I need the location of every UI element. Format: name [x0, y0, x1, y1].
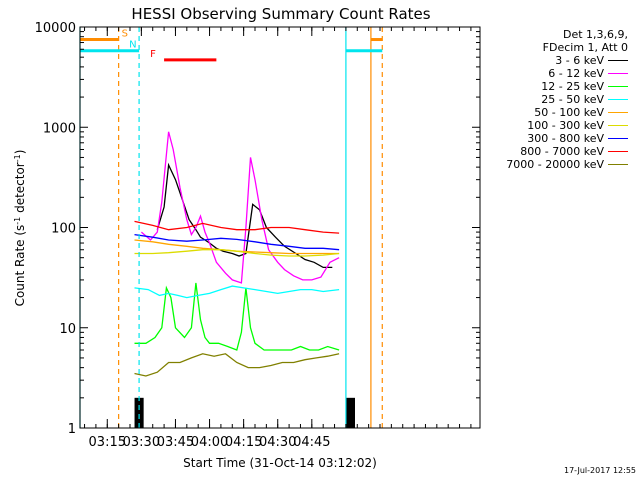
legend-entry: 6 - 12 keV [476, 67, 632, 80]
legend-swatch [608, 86, 628, 87]
legend-swatch [608, 112, 628, 113]
plot-area: SNF11010010001000003:1503:3003:4504:0004… [35, 21, 481, 450]
legend-entry: 100 - 300 keV [476, 119, 632, 132]
series-line [134, 233, 340, 251]
legend-entry-label: 6 - 12 keV [548, 67, 604, 80]
legend-entry-label: 800 - 7000 keV [520, 145, 604, 158]
y-axis-title: Count Rate (s-1 detector-1) [13, 150, 28, 307]
series-line [134, 220, 340, 234]
y-axis-title-part: -1 [13, 217, 22, 225]
y-tick-label: 10 [59, 322, 76, 337]
legend-swatch [608, 73, 628, 74]
legend-swatch [608, 151, 628, 152]
series-line [134, 282, 340, 351]
x-tick-label: 04:00 [191, 435, 228, 450]
legend-entry-label: 7000 - 20000 keV [506, 158, 604, 171]
legend-swatch [608, 60, 628, 61]
x-tick-label: 03:15 [89, 435, 126, 450]
series-line [134, 249, 340, 257]
legend-entry-label: 3 - 6 keV [555, 54, 604, 67]
legend-entry-label: 300 - 800 keV [527, 132, 604, 145]
legend-swatch [608, 138, 628, 139]
attenuator-block [345, 397, 355, 428]
legend-entry-label: 100 - 300 keV [527, 119, 604, 132]
series-line [134, 353, 340, 377]
x-tick-label: 03:45 [157, 435, 194, 450]
legend-entry: 300 - 800 keV [476, 132, 632, 145]
y-tick-label: 100 [51, 222, 76, 237]
legend-entry: 12 - 25 keV [476, 80, 632, 93]
legend-swatch [608, 99, 628, 100]
y-axis-title-part: Count Rate (s [13, 225, 27, 307]
legend-header-line-1: Det 1,3,6,9, [562, 28, 628, 41]
legend-entry-label: 12 - 25 keV [541, 80, 604, 93]
flag-band-label: S [122, 29, 128, 40]
legend-entry: 7000 - 20000 keV [476, 158, 632, 171]
flag-band-label: F [150, 49, 156, 60]
legend-entry-label: 25 - 50 keV [541, 93, 604, 106]
legend: Det 1,3,6,9, FDecim 1, Att 0 3 - 6 keV 6 … [476, 28, 632, 171]
x-axis-title: Start Time (31-Oct-14 03:12:02) [183, 456, 377, 470]
legend-entry: 800 - 7000 keV [476, 145, 632, 158]
y-tick-label: 10000 [35, 21, 76, 36]
x-tick-label: 04:45 [293, 435, 330, 450]
timestamp: 17-Jul-2017 12:55 [563, 466, 636, 475]
legend-entry: 3 - 6 keV [476, 54, 632, 67]
legend-entry: 25 - 50 keV [476, 93, 632, 106]
x-tick-label: 04:15 [225, 435, 262, 450]
legend-entry: 50 - 100 keV [476, 106, 632, 119]
y-tick-label: 1000 [43, 121, 76, 136]
x-tick-label: 04:30 [259, 435, 296, 450]
flag-band-label: N [129, 40, 136, 51]
legend-swatch [608, 125, 628, 126]
x-tick-label: 03:30 [123, 435, 160, 450]
y-tick-label: 1 [68, 422, 76, 437]
y-axis-title-part: ) [13, 150, 27, 155]
y-axis-title-part: -1 [13, 154, 22, 162]
chart-title: HESSI Observing Summary Count Rates [131, 5, 430, 23]
series-line [140, 131, 340, 284]
attenuator-block [134, 397, 144, 428]
series-line [134, 285, 340, 299]
legend-swatch [608, 164, 628, 165]
y-axis-title-part: detector [13, 162, 27, 217]
legend-entry-label: 50 - 100 keV [534, 106, 604, 119]
legend-header-line-2: FDecim 1, Att 0 [542, 41, 628, 54]
